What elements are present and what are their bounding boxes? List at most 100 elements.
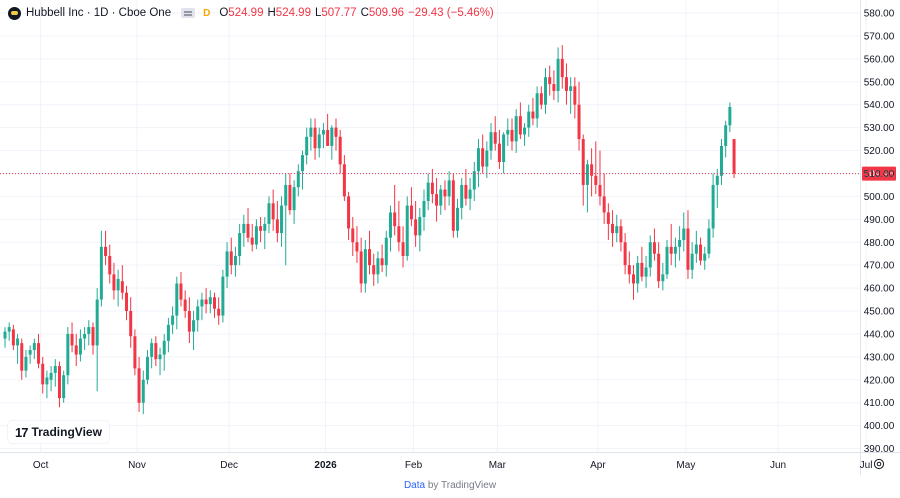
- close-key: C: [360, 7, 369, 19]
- candle: [267, 196, 271, 234]
- price-tick-label: 460.00: [864, 284, 895, 295]
- candle: [380, 244, 384, 273]
- candle: [719, 139, 723, 185]
- tradingview-logo-text: TradingView: [31, 425, 102, 439]
- candle-body: [288, 184, 292, 211]
- candle-body: [719, 145, 723, 176]
- candle-body: [11, 329, 15, 346]
- candle-body: [372, 265, 376, 275]
- candle-body: [16, 338, 20, 346]
- candle: [158, 347, 162, 376]
- candle: [627, 251, 631, 284]
- candle: [175, 276, 179, 330]
- candle: [129, 297, 133, 348]
- candle: [326, 113, 330, 146]
- candle: [652, 228, 656, 261]
- candle: [577, 81, 581, 151]
- last-price-label-bg: [862, 166, 896, 181]
- candle: [166, 317, 170, 353]
- candle-body: [564, 77, 568, 91]
- data-link[interactable]: Data: [403, 480, 426, 491]
- price-tick-label: 570.00: [864, 31, 895, 42]
- tradingview-logo-icon: 17: [15, 424, 29, 440]
- candle-body: [489, 132, 493, 151]
- candle-body: [112, 274, 116, 291]
- change-value: −29.43 (−5.46%): [408, 7, 494, 19]
- candle: [573, 77, 577, 119]
- candle: [715, 168, 719, 208]
- last-price-label: 509.96: [864, 169, 895, 180]
- candle-body: [619, 226, 623, 243]
- candle: [108, 244, 112, 284]
- candle-body: [514, 116, 518, 142]
- candle-body: [640, 262, 644, 277]
- candle: [87, 320, 91, 346]
- symbol-title[interactable]: Hubbell Inc · 1D · Cboe One: [26, 7, 172, 19]
- tradingview-logo[interactable]: 17 TradingView: [8, 421, 109, 443]
- candle: [187, 297, 191, 344]
- candle-body: [351, 228, 355, 243]
- candle: [338, 129, 342, 174]
- candle: [602, 173, 606, 224]
- price-tick-label: 580.00: [864, 9, 895, 20]
- time-axis[interactable]: Oct Nov Dec 2026 Feb Mar Apr May Jun Jul: [33, 460, 873, 471]
- candle: [665, 239, 669, 279]
- candle-body: [590, 164, 594, 176]
- candle-body: [476, 148, 480, 172]
- price-tick-label: 480.00: [864, 238, 895, 249]
- candle: [476, 139, 480, 188]
- candle-body: [24, 356, 28, 371]
- candle-body: [506, 129, 510, 135]
- candle: [418, 207, 422, 252]
- candle-body: [267, 203, 271, 224]
- candle: [661, 262, 665, 291]
- candle: [280, 196, 284, 247]
- candle: [330, 125, 334, 160]
- candle: [535, 86, 539, 128]
- candle: [388, 205, 392, 252]
- candle-body: [518, 116, 522, 135]
- price-axis[interactable]: 580.00 570.00 560.00 550.00 540.00 530.00 520.…: [864, 9, 895, 456]
- candle: [728, 102, 732, 133]
- candle: [581, 134, 585, 206]
- candle: [28, 345, 32, 364]
- symbol-logo-icon[interactable]: [8, 6, 21, 20]
- flag-icon[interactable]: [181, 8, 196, 18]
- candle-body: [728, 106, 732, 126]
- candle: [397, 200, 401, 252]
- grid-lines: [0, 0, 900, 475]
- candle: [233, 246, 237, 277]
- candle: [569, 77, 573, 114]
- price-tick-label: 550.00: [864, 77, 895, 88]
- candle-body: [254, 226, 258, 245]
- price-tick-label: 430.00: [864, 352, 895, 363]
- candle: [724, 120, 728, 158]
- candle: [682, 212, 686, 252]
- time-tick-label: 2026: [314, 460, 337, 471]
- candle: [531, 97, 535, 126]
- candle: [313, 118, 317, 160]
- candle-body: [703, 253, 707, 261]
- candle-body: [141, 379, 145, 403]
- candle-body: [577, 104, 581, 140]
- candle: [288, 173, 292, 215]
- candle-body: [200, 299, 204, 307]
- candle-body: [120, 281, 124, 293]
- open-value: 524.99: [228, 7, 264, 19]
- candle: [53, 359, 57, 387]
- gear-icon[interactable]: [873, 458, 885, 470]
- candle: [623, 233, 627, 275]
- candle-body: [3, 331, 7, 339]
- candle: [669, 223, 673, 266]
- candle-body: [623, 242, 627, 266]
- candle-body: [690, 253, 694, 270]
- data-badge[interactable]: D: [203, 7, 211, 19]
- candle-body: [66, 333, 70, 376]
- candle: [37, 333, 41, 369]
- time-tick-label: Apr: [590, 460, 606, 471]
- candle: [405, 196, 409, 261]
- candle-body: [694, 244, 698, 254]
- candle: [95, 288, 99, 392]
